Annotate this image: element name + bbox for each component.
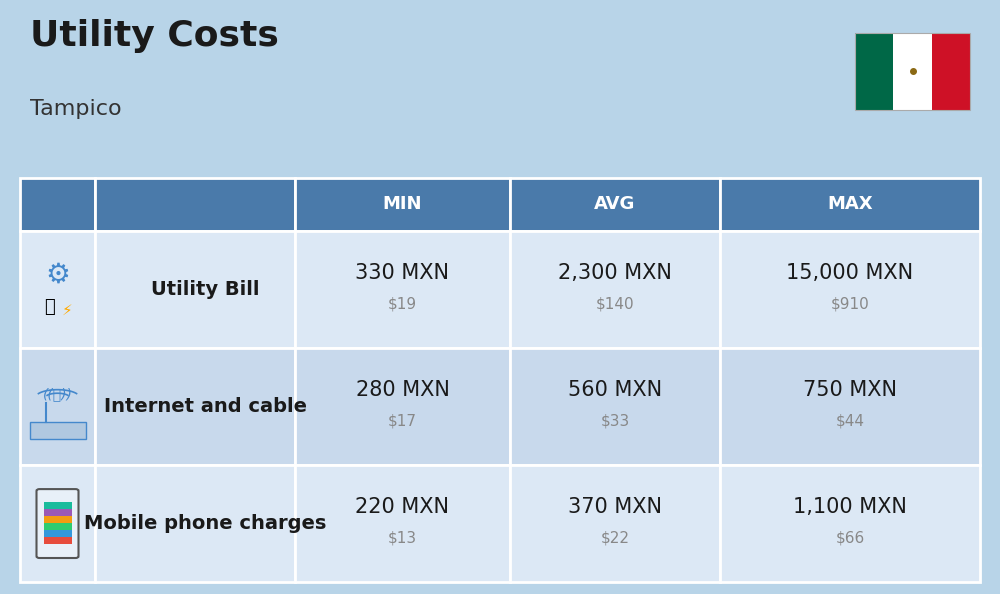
Bar [44,537,72,544]
Bar [95,178,295,230]
Text: Utility Costs: Utility Costs [30,20,279,53]
Text: 330 MXN: 330 MXN [355,263,449,283]
Bar [510,230,720,348]
Text: 15,000 MXN: 15,000 MXN [786,263,914,283]
Bar [95,230,295,348]
Bar [44,501,72,508]
Bar [720,348,980,465]
Bar [44,516,72,523]
Text: $910: $910 [831,296,869,312]
Text: 560 MXN: 560 MXN [568,380,662,400]
Bar [510,465,720,582]
Bar [44,530,72,537]
Text: ⚙: ⚙ [45,260,70,289]
Bar [20,178,95,230]
Text: 220 MXN: 220 MXN [355,497,449,517]
Text: $66: $66 [835,531,865,546]
Bar [510,178,720,230]
Text: 750 MXN: 750 MXN [803,380,897,400]
Text: 2,300 MXN: 2,300 MXN [558,263,672,283]
Bar [855,33,970,110]
Bar [20,465,95,582]
Text: $33: $33 [600,414,630,429]
Text: ((ِ)): ((ِ)) [43,387,72,402]
Bar [95,465,295,582]
Text: $140: $140 [596,296,634,312]
Text: $19: $19 [388,296,417,312]
Bar [720,465,980,582]
Text: Mobile phone charges: Mobile phone charges [84,514,326,533]
Bar [720,178,980,230]
Bar [932,33,970,110]
Text: 🔌: 🔌 [44,298,55,316]
Text: Tampico: Tampico [30,99,122,119]
Text: $22: $22 [600,531,630,546]
Bar [95,348,295,465]
Text: Internet and cable: Internet and cable [104,397,306,416]
Bar [295,465,510,582]
Text: AVG: AVG [594,195,636,213]
Bar [30,422,86,439]
Bar [893,33,932,110]
Text: 370 MXN: 370 MXN [568,497,662,517]
Bar [295,230,510,348]
Text: MIN: MIN [383,195,422,213]
Bar [44,523,72,530]
Bar [855,33,893,110]
Text: ⚡: ⚡ [62,302,73,318]
Bar [720,230,980,348]
Bar [20,230,95,348]
FancyBboxPatch shape [37,489,78,558]
Text: 280 MXN: 280 MXN [356,380,449,400]
Bar [20,348,95,465]
Text: $17: $17 [388,414,417,429]
Text: MAX: MAX [827,195,873,213]
Bar [510,348,720,465]
Bar [295,178,510,230]
Text: 1,100 MXN: 1,100 MXN [793,497,907,517]
Text: $44: $44 [836,414,864,429]
Text: Utility Bill: Utility Bill [151,280,259,299]
Bar [295,348,510,465]
Text: $13: $13 [388,531,417,546]
Bar [44,508,72,516]
